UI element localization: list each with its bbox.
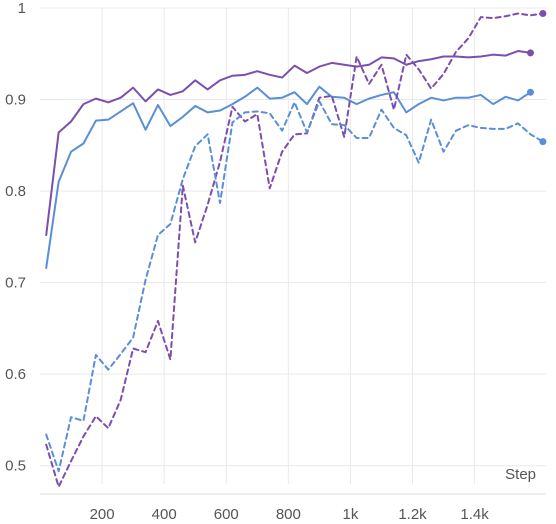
series-0-end-marker bbox=[527, 49, 534, 56]
series-3 bbox=[46, 101, 546, 471]
y-tick-label-3: 0.8 bbox=[5, 183, 26, 200]
y-tick-label-0: 0.5 bbox=[5, 458, 26, 475]
series-line-2 bbox=[46, 13, 543, 486]
series-2-end-marker bbox=[539, 10, 546, 17]
x-tick-label-2: 600 bbox=[214, 506, 239, 523]
axes: 0.5 0.6 0.7 0.8 0.9 1 200 400 600 800 1k 1.2k 1.4k bbox=[5, 0, 546, 523]
series-line-3 bbox=[46, 101, 543, 471]
series-1-end-marker bbox=[527, 89, 534, 96]
x-tick-label-4: 1k bbox=[343, 506, 359, 523]
series-0 bbox=[46, 49, 534, 235]
x-tick-label-3: 800 bbox=[276, 506, 301, 523]
y-tick-label-2: 0.7 bbox=[5, 275, 26, 292]
x-tick-label-6: 1.4k bbox=[460, 506, 489, 523]
series-group bbox=[46, 10, 546, 487]
series-2 bbox=[46, 10, 546, 487]
y-tick-label-4: 0.9 bbox=[5, 92, 26, 109]
x-tick-label-5: 1.2k bbox=[398, 506, 427, 523]
x-axis-label: Step bbox=[505, 466, 536, 483]
labels: Step bbox=[505, 466, 536, 483]
series-3-end-marker bbox=[539, 138, 546, 145]
y-tick-label-5: 1 bbox=[18, 0, 26, 17]
x-tick-label-1: 400 bbox=[152, 506, 177, 523]
y-tick-label-1: 0.6 bbox=[5, 366, 26, 383]
x-tick-label-0: 200 bbox=[90, 506, 115, 523]
